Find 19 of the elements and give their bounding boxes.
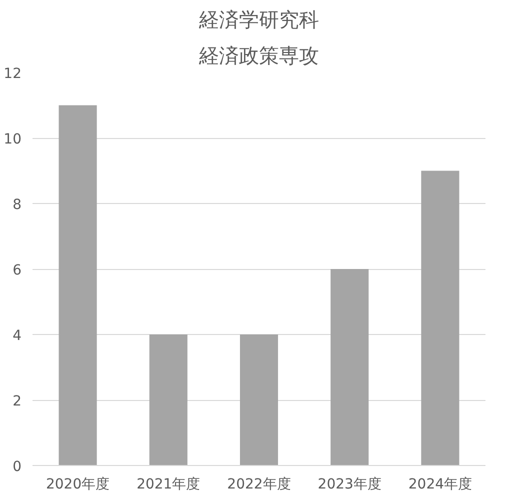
y-tick-label: 0	[12, 459, 22, 475]
chart-title: 経済学研究科	[198, 8, 319, 32]
chart-subtitle: 経済政策専攻	[198, 44, 319, 68]
x-tick-label: 2021年度	[136, 476, 200, 492]
y-tick-label: 6	[12, 262, 22, 278]
y-tick-label: 10	[4, 132, 22, 148]
y-tick-label: 8	[12, 197, 22, 213]
x-tick-label: 2022年度	[227, 476, 291, 492]
x-tick-label: 2023年度	[318, 476, 382, 492]
bar	[330, 269, 369, 466]
bar	[421, 170, 460, 466]
x-tick-label: 2020年度	[46, 476, 110, 492]
x-tick-label: 2024年度	[408, 476, 472, 492]
y-tick-label: 12	[4, 66, 22, 82]
y-tick-label: 4	[12, 328, 22, 344]
bar	[149, 334, 188, 466]
y-tick-label: 2	[12, 394, 22, 410]
bar	[240, 334, 278, 466]
bar	[58, 105, 97, 466]
